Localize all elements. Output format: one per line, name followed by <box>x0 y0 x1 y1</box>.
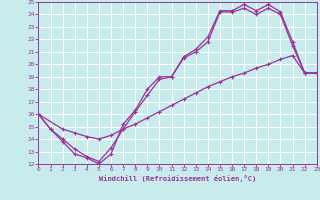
X-axis label: Windchill (Refroidissement éolien,°C): Windchill (Refroidissement éolien,°C) <box>99 175 256 182</box>
